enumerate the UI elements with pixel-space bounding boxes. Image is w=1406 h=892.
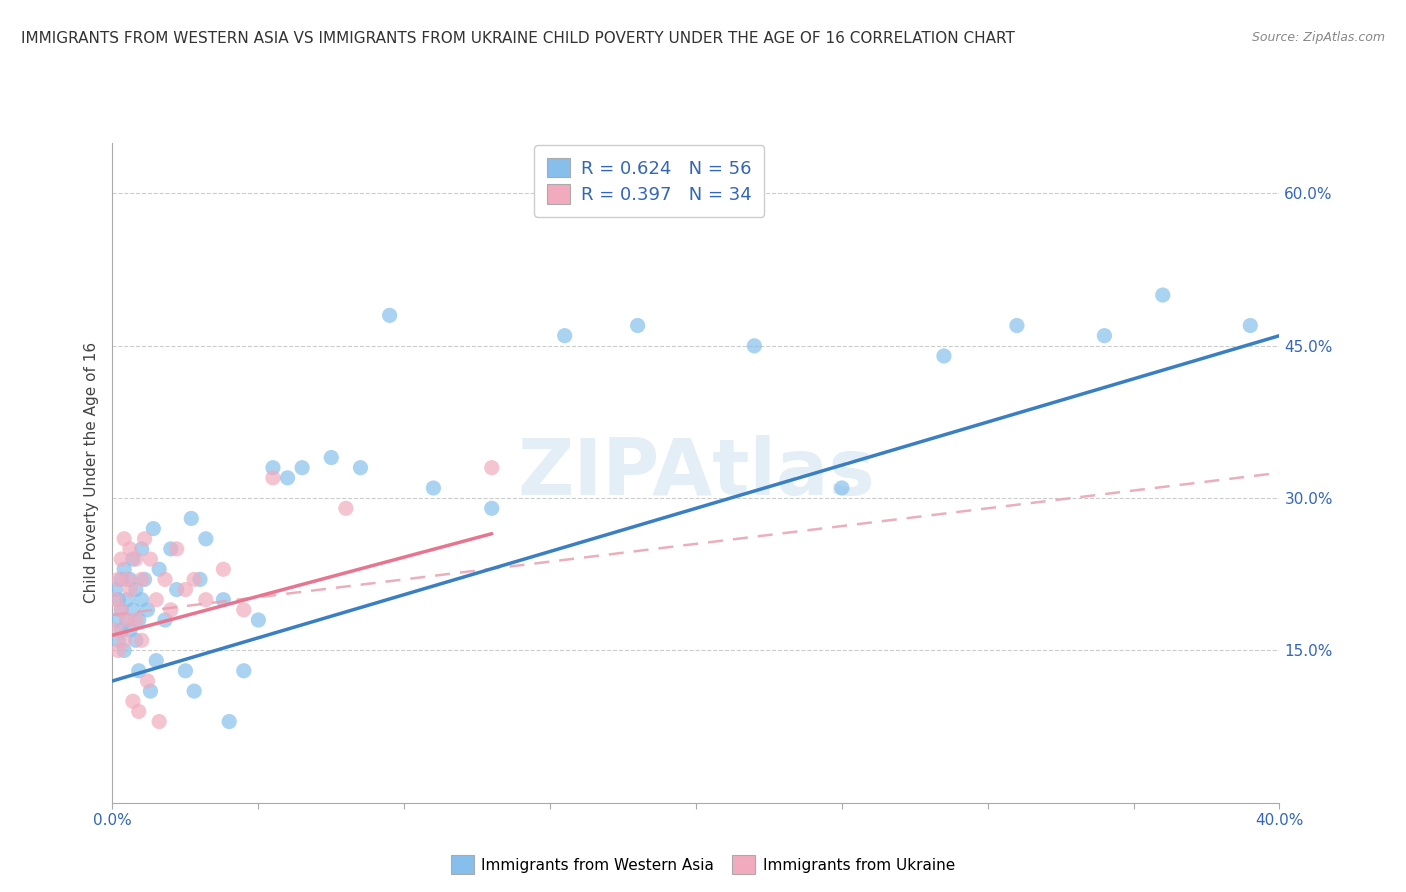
Point (136, 603, 159, 617)
Point (166, 541, 188, 556)
Point (481, 460, 503, 475)
Point (1005, 318, 1028, 333)
Point (122, 603, 145, 617)
Point (125, 613, 148, 627)
Point (247, 613, 270, 627)
Point (112, 633, 135, 648)
Point (160, 541, 183, 556)
Point (145, 654, 167, 668)
Point (139, 684, 162, 698)
Point (107, 592, 129, 607)
Point (276, 471, 298, 485)
Point (107, 573, 129, 587)
Legend: Immigrants from Western Asia, Immigrants from Ukraine: Immigrants from Western Asia, Immigrants… (444, 849, 962, 880)
Point (118, 623, 141, 637)
Point (142, 522, 165, 536)
Point (122, 694, 145, 708)
Point (183, 573, 205, 587)
Point (112, 562, 135, 576)
Point (194, 532, 217, 546)
Point (115, 613, 138, 627)
Point (349, 460, 371, 475)
Point (118, 541, 141, 556)
Point (110, 603, 132, 617)
Point (118, 582, 141, 597)
Point (742, 339, 765, 353)
Point (128, 664, 150, 678)
Point (131, 541, 153, 556)
Point (110, 573, 132, 587)
Point (107, 643, 129, 657)
Point (422, 481, 444, 495)
Point (131, 592, 153, 607)
Point (145, 592, 167, 607)
Point (104, 582, 127, 597)
Point (125, 552, 148, 566)
Point (378, 309, 401, 323)
Point (194, 592, 217, 607)
Point (131, 633, 153, 648)
Point (112, 643, 135, 657)
Point (128, 613, 150, 627)
Point (115, 592, 138, 607)
Point (262, 460, 284, 475)
Point (148, 562, 170, 576)
Point (1152, 288, 1174, 302)
Point (134, 532, 156, 546)
Point (174, 664, 197, 678)
Point (212, 592, 235, 607)
Point (118, 573, 141, 587)
Point (110, 603, 132, 617)
Point (481, 501, 503, 516)
Point (153, 573, 176, 587)
Point (831, 481, 853, 495)
Point (1239, 318, 1261, 333)
Point (148, 714, 170, 729)
Text: ZIPAtlas: ZIPAtlas (517, 434, 875, 511)
Text: Source: ZipAtlas.com: Source: ZipAtlas.com (1251, 31, 1385, 45)
Point (136, 673, 159, 688)
Point (291, 460, 314, 475)
Point (115, 573, 138, 587)
Point (125, 582, 148, 597)
Point (188, 573, 211, 587)
Point (183, 684, 205, 698)
Y-axis label: Child Poverty Under the Age of 16: Child Poverty Under the Age of 16 (83, 343, 98, 603)
Point (107, 633, 129, 648)
Point (160, 603, 183, 617)
Point (153, 613, 176, 627)
Point (321, 450, 343, 465)
Point (232, 603, 254, 617)
Point (166, 582, 188, 597)
Point (262, 471, 284, 485)
Point (104, 613, 127, 627)
Point (104, 623, 127, 637)
Point (110, 623, 132, 637)
Text: IMMIGRANTS FROM WESTERN ASIA VS IMMIGRANTS FROM UKRAINE CHILD POVERTY UNDER THE : IMMIGRANTS FROM WESTERN ASIA VS IMMIGRAN… (21, 31, 1015, 46)
Point (174, 582, 197, 597)
Point (122, 552, 145, 566)
Point (128, 705, 150, 719)
Point (232, 664, 254, 678)
Point (104, 592, 127, 607)
Legend: R = 0.624   N = 56, R = 0.397   N = 34: R = 0.624 N = 56, R = 0.397 N = 34 (534, 145, 765, 217)
Point (554, 328, 576, 343)
Point (1092, 328, 1115, 343)
Point (218, 714, 240, 729)
Point (626, 318, 648, 333)
Point (139, 552, 162, 566)
Point (134, 573, 156, 587)
Point (110, 552, 132, 566)
Point (180, 511, 202, 525)
Point (335, 501, 357, 516)
Point (131, 573, 153, 587)
Point (125, 633, 148, 648)
Point (212, 562, 235, 576)
Point (112, 532, 135, 546)
Point (932, 349, 955, 363)
Point (115, 613, 138, 627)
